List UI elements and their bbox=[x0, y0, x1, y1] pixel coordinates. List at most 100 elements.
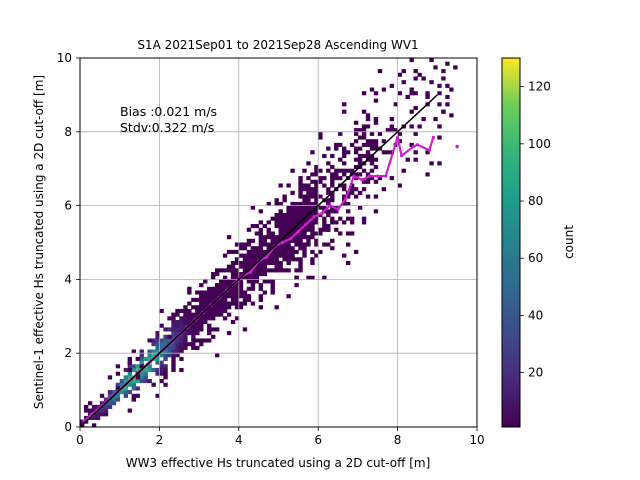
heatmap-cell bbox=[270, 283, 275, 288]
heatmap-cell bbox=[242, 268, 248, 273]
heatmap-cell bbox=[270, 279, 275, 284]
heatmap-cell bbox=[163, 371, 168, 376]
heatmap-cell bbox=[107, 393, 113, 398]
heatmap-cell bbox=[385, 150, 391, 155]
heatmap-cell bbox=[230, 275, 236, 280]
heatmap-cell bbox=[437, 91, 442, 96]
heatmap-cell bbox=[207, 338, 212, 343]
chart-title: S1A 2021Sep01 to 2021Sep28 Ascending WV1 bbox=[137, 38, 418, 52]
heatmap-cell bbox=[302, 209, 307, 214]
heatmap-cell bbox=[389, 128, 395, 133]
heatmap-cell bbox=[211, 294, 216, 299]
heatmap-cell bbox=[290, 257, 295, 262]
heatmap-outlier bbox=[345, 231, 351, 236]
heatmap-cell bbox=[179, 316, 184, 321]
heatmap-cell bbox=[179, 308, 184, 314]
heatmap-cell bbox=[302, 205, 307, 210]
binned-mean-point bbox=[368, 174, 372, 178]
heatmap-cell bbox=[230, 272, 236, 277]
heatmap-cell bbox=[413, 150, 418, 155]
heatmap-cell bbox=[115, 382, 121, 387]
heatmap-cell bbox=[222, 316, 228, 321]
heatmap-cell bbox=[286, 249, 291, 254]
heatmap-cell bbox=[306, 216, 311, 221]
heatmap-cell bbox=[322, 227, 327, 232]
heatmap-cell bbox=[330, 165, 335, 170]
heatmap-cell bbox=[342, 109, 347, 114]
heatmap-cell bbox=[254, 268, 260, 273]
heatmap-cell bbox=[365, 117, 371, 122]
heatmap-cell bbox=[282, 220, 287, 225]
heatmap-cell bbox=[326, 146, 331, 151]
heatmap-cell bbox=[302, 242, 307, 247]
heatmap-cell bbox=[306, 194, 311, 199]
heatmap-cell bbox=[143, 375, 148, 380]
heatmap-cell bbox=[318, 212, 323, 218]
heatmap-cell bbox=[187, 286, 192, 291]
heatmap-cell bbox=[127, 390, 133, 395]
heatmap-cell bbox=[369, 131, 375, 136]
heatmap-cell bbox=[302, 201, 307, 206]
heatmap-cell bbox=[246, 253, 252, 258]
heatmap-cell bbox=[338, 176, 343, 181]
heatmap-cell bbox=[298, 231, 303, 236]
heatmap-cell bbox=[298, 212, 303, 218]
heatmap-outlier bbox=[115, 386, 121, 391]
heatmap-cell bbox=[326, 168, 331, 173]
heatmap-cell bbox=[203, 316, 208, 321]
heatmap-cell bbox=[214, 283, 220, 288]
heatmap-cell bbox=[258, 246, 264, 251]
heatmap-cell bbox=[298, 216, 303, 221]
heatmap-cell bbox=[449, 113, 454, 118]
heatmap-cell bbox=[310, 194, 315, 199]
heatmap-outlier bbox=[131, 397, 136, 402]
heatmap-cell bbox=[254, 264, 260, 269]
heatmap-cell bbox=[234, 294, 240, 299]
heatmap-cell bbox=[230, 294, 236, 299]
heatmap-cell bbox=[330, 246, 335, 251]
heatmap-cell bbox=[242, 264, 248, 269]
heatmap-outlier bbox=[211, 312, 216, 317]
heatmap-cell bbox=[183, 316, 188, 321]
heatmap-cell bbox=[314, 209, 319, 214]
heatmap-cell bbox=[262, 264, 267, 269]
heatmap-cell bbox=[353, 120, 359, 125]
heatmap-cell bbox=[322, 216, 327, 221]
heatmap-cell bbox=[361, 128, 367, 133]
binned-mean-point bbox=[352, 174, 356, 178]
heatmap-outlier bbox=[361, 91, 367, 96]
heatmap-outlier bbox=[171, 312, 176, 317]
heatmap-cell bbox=[342, 172, 347, 177]
heatmap-cell bbox=[314, 242, 319, 247]
heatmap-cell bbox=[187, 342, 192, 347]
heatmap-cell bbox=[353, 194, 359, 199]
heatmap-cell bbox=[298, 176, 303, 181]
heatmap-outlier bbox=[405, 94, 410, 99]
heatmap-cell bbox=[254, 275, 260, 280]
heatmap-cell bbox=[369, 161, 375, 166]
heatmap-cell bbox=[171, 345, 176, 350]
heatmap-cell bbox=[167, 345, 172, 350]
heatmap-cell bbox=[238, 279, 244, 284]
heatmap-cell bbox=[238, 290, 244, 295]
heatmap-cell bbox=[163, 334, 168, 339]
heatmap-cell bbox=[250, 272, 256, 277]
heatmap-outlier bbox=[135, 356, 140, 361]
heatmap-cell bbox=[199, 327, 204, 332]
heatmap-cell bbox=[211, 290, 216, 295]
heatmap-cell bbox=[294, 249, 299, 254]
heatmap-cell bbox=[349, 168, 355, 173]
heatmap-cell bbox=[250, 260, 256, 266]
heatmap-cell bbox=[310, 220, 315, 225]
heatmap-cell bbox=[183, 323, 188, 328]
heatmap-cell bbox=[365, 124, 371, 129]
heatmap-cell bbox=[342, 150, 347, 155]
heatmap-cell bbox=[191, 338, 196, 343]
heatmap-cell bbox=[278, 216, 283, 221]
heatmap-cell bbox=[226, 249, 232, 254]
heatmap-cell bbox=[258, 297, 264, 302]
heatmap-cell bbox=[139, 356, 144, 361]
bias-annotation: Bias :0.021 m/s bbox=[120, 104, 217, 119]
heatmap-cell bbox=[278, 235, 283, 240]
heatmap-cell bbox=[250, 301, 256, 306]
